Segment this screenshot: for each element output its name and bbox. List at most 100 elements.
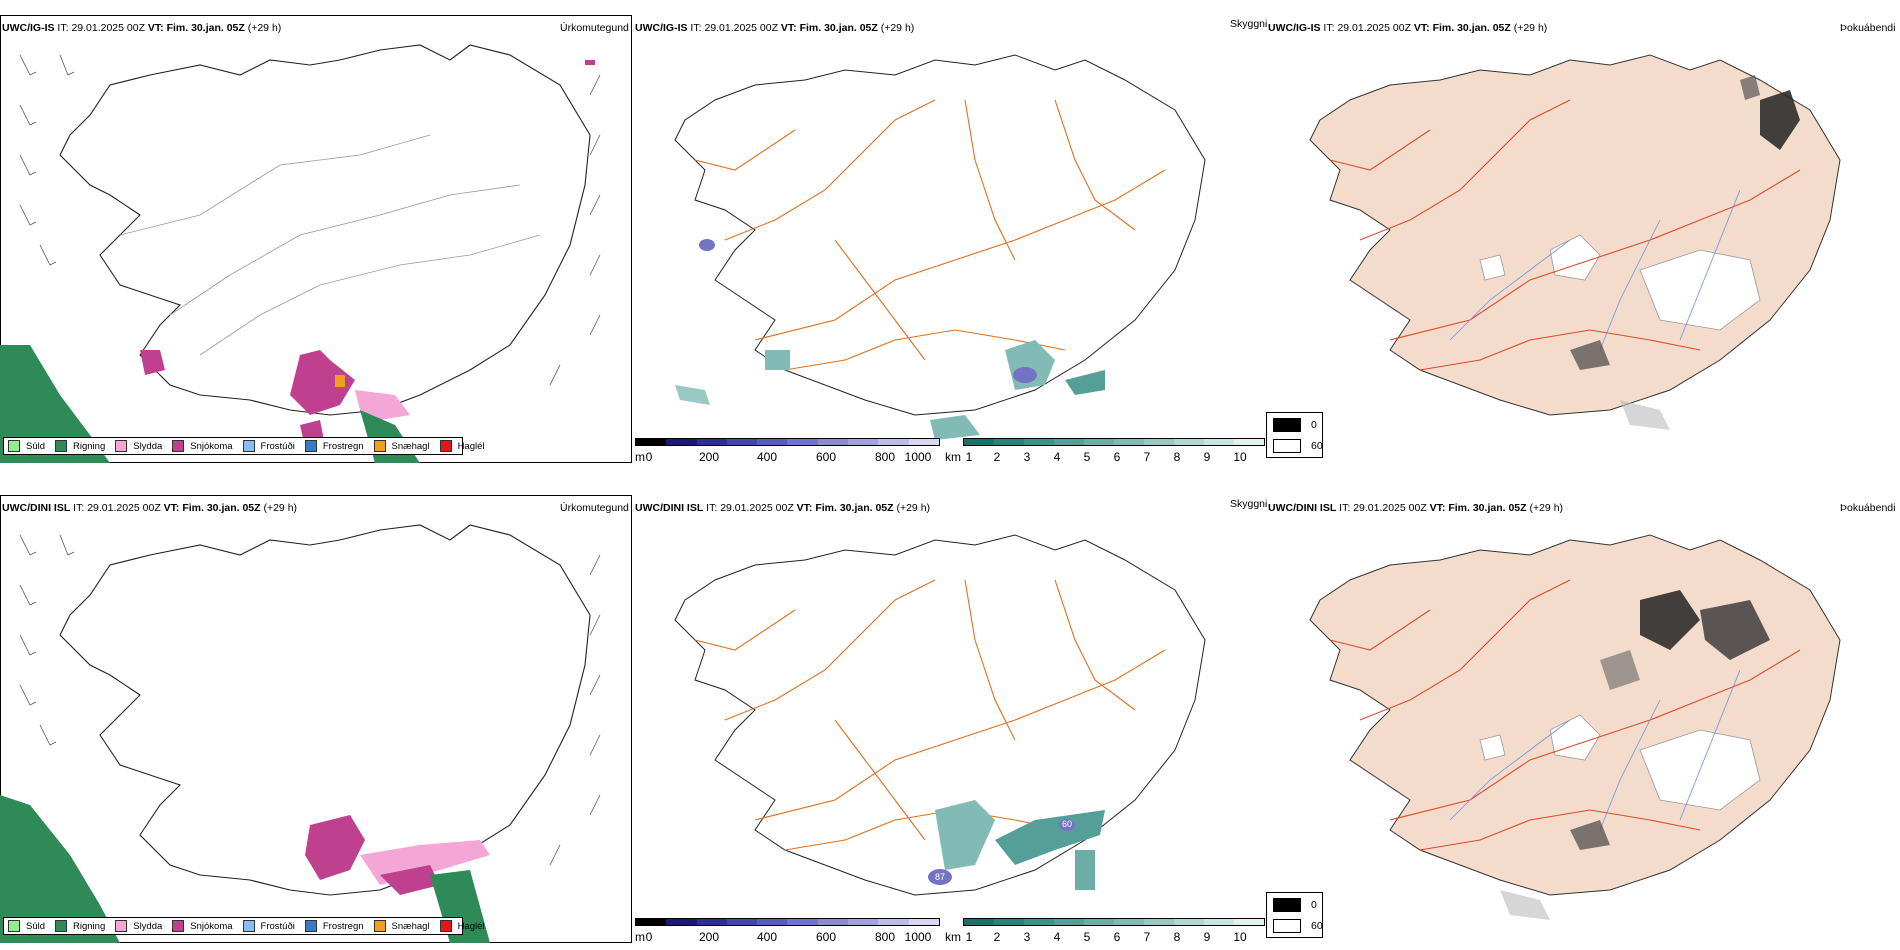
legend-swatch [172, 920, 185, 932]
panel-header: UWC/IG-IS IT: 29.01.2025 00Z VT: Fim. 30… [635, 22, 915, 34]
legend-swatch [373, 920, 386, 932]
tick-label: 4 [1053, 930, 1061, 944]
tick-label: 200 [698, 930, 720, 944]
tick-label: 7 [1143, 930, 1151, 944]
tick-label: 400 [756, 450, 778, 464]
precip-map-frame [0, 15, 632, 463]
tick-label: 6 [1113, 450, 1121, 464]
legend-swatch [242, 920, 255, 932]
spot-label: 52 [915, 384, 925, 394]
legend-item: Rigning [55, 920, 105, 932]
fog-legend: 0 60 [1266, 412, 1323, 458]
legend-swatch [439, 440, 452, 452]
visibility-colorbar: km 1 2 3 4 5 6 7 8 9 10 [945, 438, 1265, 468]
tick-label: 600 [815, 450, 837, 464]
height-colorbar-bar [635, 918, 940, 926]
legend-swatch [439, 920, 452, 932]
height-colorbar-bar [635, 438, 940, 446]
tick-label: 10 [1233, 450, 1247, 464]
cloudbase-map: 51 87 60 60 [674, 534, 1206, 896]
precip-legend: Súld Rigning Slydda Snjókoma Frostúði Fr… [3, 437, 485, 455]
spot-label: 87 [935, 872, 945, 882]
precip-map-frame [0, 495, 632, 943]
visibility-colorbar-bar [963, 438, 1265, 446]
spot-label: 60 [977, 869, 987, 879]
tick-label: 8 [1173, 450, 1181, 464]
tick-label: 800 [874, 930, 896, 944]
tick-label: 9 [1203, 450, 1211, 464]
spot-label: 51 [912, 862, 922, 872]
legend-item: Súld [8, 440, 45, 452]
legend-item: Snæhagl [373, 920, 430, 932]
fog-legend-swatch [1273, 439, 1301, 453]
fog-legend-item: 60 [1273, 919, 1323, 933]
legend-item: Slydda [115, 440, 162, 452]
tick-label: 400 [756, 930, 778, 944]
fog-legend-item: 60 [1273, 439, 1323, 453]
cloudbase-map: 50 52 53 [674, 54, 1206, 440]
legend-swatch [304, 440, 317, 452]
height-unit: m [635, 930, 645, 944]
legend-item: Frostúði [242, 440, 295, 452]
legend-swatch [115, 440, 128, 452]
fog-legend-swatch [1273, 919, 1301, 933]
fog-legend-item: 0 [1273, 418, 1317, 432]
panel-header: UWC/IG-IS IT: 29.01.2025 00Z VT: Fim. 30… [2, 22, 282, 34]
legend-item: Frostregn [304, 920, 364, 932]
legend-swatch [172, 440, 185, 452]
precip-legend: Súld Rigning Slydda Snjókoma Frostúði Fr… [3, 917, 485, 935]
fog-map [1309, 534, 1841, 920]
visibility-unit: km [945, 450, 961, 464]
tick-label: 200 [698, 450, 720, 464]
spot-label: 50 [719, 239, 729, 249]
panel-title-fog: Þokuábendi [1840, 502, 1896, 514]
tick-label: 800 [874, 450, 896, 464]
panel-header: UWC/DINI ISL IT: 29.01.2025 00Z VT: Fim.… [2, 502, 298, 514]
legend-swatch [115, 920, 128, 932]
precip-map [0, 524, 601, 943]
tick-label: 8 [1173, 930, 1181, 944]
tick-label: 3 [1023, 930, 1031, 944]
legend-swatch [242, 440, 255, 452]
fog-legend: 0 60 [1266, 892, 1323, 938]
tick-label: 1 [965, 450, 973, 464]
legend-swatch [304, 920, 317, 932]
legend-swatch [373, 440, 386, 452]
tick-label: 4 [1053, 450, 1061, 464]
tick-label: 10 [1233, 930, 1247, 944]
panel-title-cloud: Skyggni [1230, 18, 1268, 30]
legend-item: Súld [8, 920, 45, 932]
panel-title-precip: Úrkomutegund [560, 502, 629, 514]
legend-item: Snæhagl [373, 440, 430, 452]
precip-map [0, 44, 601, 463]
panel-header: UWC/IG-IS IT: 29.01.2025 00Z VT: Fim. 30… [1268, 22, 1548, 34]
fog-legend-item: 0 [1273, 898, 1317, 912]
panel-title-precip: Úrkomutegund [560, 22, 629, 34]
fog-map [1309, 54, 1841, 430]
tick-label: 3 [1023, 450, 1031, 464]
legend-swatch [8, 440, 20, 452]
height-colorbar: m 0 200 400 600 800 1000 [635, 918, 940, 948]
tick-label: 1000 [904, 930, 932, 944]
panel-title-fog: Þokuábendi [1840, 22, 1896, 34]
tick-label: 9 [1203, 930, 1211, 944]
legend-swatch [8, 920, 20, 932]
visibility-unit: km [945, 930, 961, 944]
panel-header: UWC/DINI ISL IT: 29.01.2025 00Z VT: Fim.… [635, 502, 931, 514]
legend-item: Frostregn [304, 440, 364, 452]
fog-legend-swatch [1273, 418, 1301, 432]
tick-label: 5 [1083, 930, 1091, 944]
tick-label: 600 [815, 930, 837, 944]
legend-item: Snjókoma [172, 920, 233, 932]
tick-label: 7 [1143, 450, 1151, 464]
tick-label: 2 [993, 450, 1001, 464]
legend-item: Frostúði [242, 920, 295, 932]
height-unit: m [635, 450, 645, 464]
tick-label: 5 [1083, 450, 1091, 464]
visibility-colorbar: km 1 2 3 4 5 6 7 8 9 10 [945, 918, 1265, 948]
legend-item: Haglél [439, 920, 485, 932]
tick-label: 1000 [904, 450, 932, 464]
spot-label: 60 [1062, 819, 1072, 829]
legend-swatch [55, 920, 68, 932]
tick-label: 0 [645, 930, 653, 944]
